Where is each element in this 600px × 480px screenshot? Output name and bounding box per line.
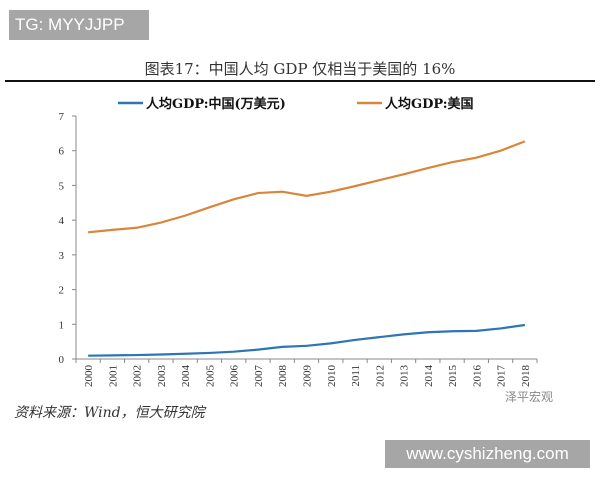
x-tick-label: 2007 <box>253 365 265 388</box>
y-tick-label: 6 <box>59 146 65 158</box>
x-tick-label: 2006 <box>229 365 241 388</box>
series-line-0 <box>88 323 526 357</box>
x-tick-label: 2009 <box>302 365 314 388</box>
x-tick-label: 2017 <box>496 364 508 387</box>
x-tick-label: 2018 <box>520 365 532 388</box>
watermark-bottom: www.cyshizheng.com <box>385 440 590 468</box>
source-note: 资料来源：Wind，恒大研究院 <box>14 405 205 421</box>
x-tick-label: 2011 <box>350 365 362 387</box>
x-tick-label: 2005 <box>204 365 216 388</box>
y-tick-label: 0 <box>59 354 65 366</box>
x-tick-label: 2010 <box>326 365 338 388</box>
title-divider <box>5 80 595 82</box>
x-tick-label: 2014 <box>423 365 435 388</box>
logo: 泽平宏观 <box>505 390 554 404</box>
x-tick-label: 2000 <box>83 365 95 388</box>
x-tick-label: 2001 <box>107 365 119 387</box>
x-tick-label: 2016 <box>471 365 483 388</box>
y-tick-label: 7 <box>59 111 65 123</box>
y-tick-label: 5 <box>59 180 65 192</box>
legend-label-1: 人均GDP:美国 <box>385 96 474 112</box>
x-tick-label: 2008 <box>277 365 289 388</box>
line-chart: 0 1 2 3 4 5 6 7 2000 2001 2002 2003 2004 2005 2006 2007… <box>59 96 538 388</box>
y-tick-label: 4 <box>59 215 65 227</box>
series-line-1 <box>88 140 526 234</box>
x-tick-label: 2003 <box>156 365 168 388</box>
y-tick-label: 1 <box>59 319 65 331</box>
x-tick-label: 2002 <box>132 365 144 387</box>
legend-label-0: 人均GDP:中国(万美元) <box>146 96 286 112</box>
x-tick-label: 2013 <box>399 365 411 388</box>
x-tick-label: 2012 <box>374 365 386 387</box>
chart-title: 图表17：中国人均 GDP 仅相当于美国的 16% <box>144 60 456 78</box>
y-tick-label: 3 <box>59 250 65 262</box>
watermark-top: TG: MYYJJPP <box>9 10 149 40</box>
y-tick-label: 2 <box>59 285 65 297</box>
x-tick-label: 2004 <box>180 365 192 388</box>
x-tick-label: 2015 <box>447 365 459 388</box>
